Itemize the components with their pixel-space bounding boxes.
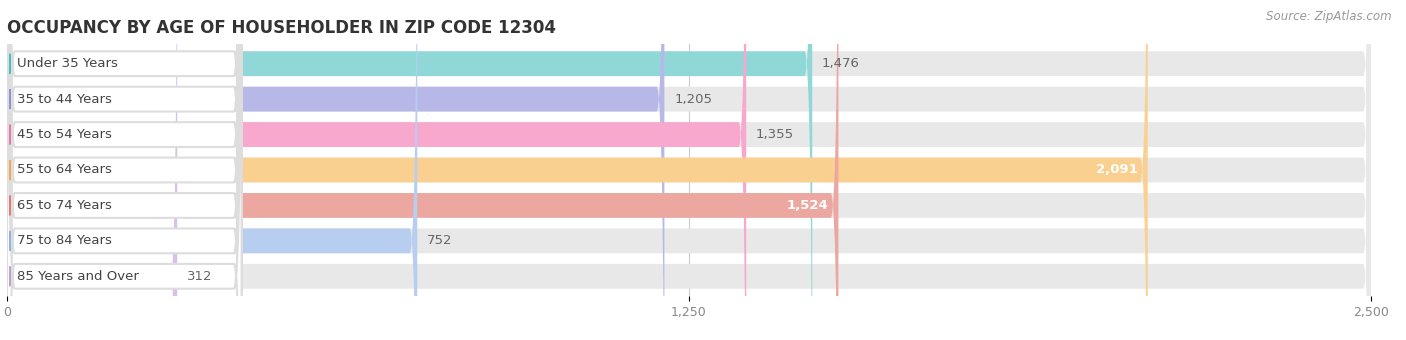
FancyBboxPatch shape: [7, 0, 1371, 340]
FancyBboxPatch shape: [7, 0, 1371, 340]
FancyBboxPatch shape: [7, 0, 242, 340]
FancyBboxPatch shape: [7, 0, 242, 340]
FancyBboxPatch shape: [7, 0, 813, 340]
FancyBboxPatch shape: [7, 0, 747, 340]
FancyBboxPatch shape: [7, 0, 665, 340]
FancyBboxPatch shape: [7, 0, 242, 340]
Text: 85 Years and Over: 85 Years and Over: [17, 270, 139, 283]
FancyBboxPatch shape: [7, 0, 242, 340]
FancyBboxPatch shape: [7, 0, 1371, 340]
FancyBboxPatch shape: [7, 0, 1371, 340]
Text: 45 to 54 Years: 45 to 54 Years: [17, 128, 112, 141]
Text: 35 to 44 Years: 35 to 44 Years: [17, 92, 112, 106]
FancyBboxPatch shape: [7, 0, 242, 340]
FancyBboxPatch shape: [7, 0, 1371, 340]
Text: 1,476: 1,476: [823, 57, 860, 70]
Text: 312: 312: [187, 270, 212, 283]
FancyBboxPatch shape: [7, 0, 1371, 340]
FancyBboxPatch shape: [7, 0, 242, 340]
Text: Under 35 Years: Under 35 Years: [17, 57, 118, 70]
Text: Source: ZipAtlas.com: Source: ZipAtlas.com: [1267, 10, 1392, 23]
FancyBboxPatch shape: [7, 0, 242, 340]
Text: 55 to 64 Years: 55 to 64 Years: [17, 164, 112, 176]
FancyBboxPatch shape: [7, 0, 177, 340]
FancyBboxPatch shape: [7, 0, 418, 340]
FancyBboxPatch shape: [7, 0, 838, 340]
Text: 1,205: 1,205: [675, 92, 713, 106]
Text: 1,524: 1,524: [787, 199, 828, 212]
Text: 1,355: 1,355: [756, 128, 794, 141]
FancyBboxPatch shape: [7, 0, 1371, 340]
Text: 2,091: 2,091: [1097, 164, 1137, 176]
Text: 75 to 84 Years: 75 to 84 Years: [17, 234, 112, 248]
Text: 65 to 74 Years: 65 to 74 Years: [17, 199, 112, 212]
Text: OCCUPANCY BY AGE OF HOUSEHOLDER IN ZIP CODE 12304: OCCUPANCY BY AGE OF HOUSEHOLDER IN ZIP C…: [7, 19, 555, 37]
Text: 752: 752: [427, 234, 453, 248]
FancyBboxPatch shape: [7, 0, 1147, 340]
